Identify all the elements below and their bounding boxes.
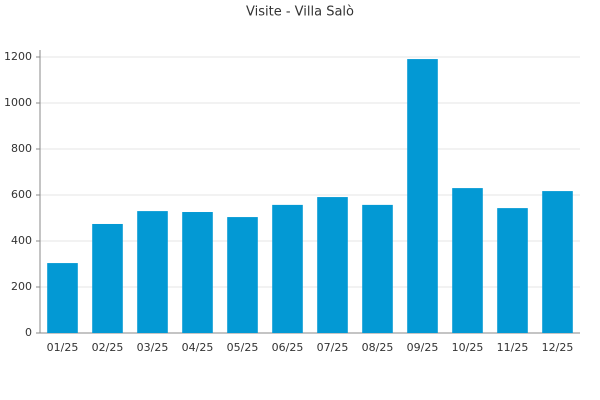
x-tick-label: 11/25 bbox=[497, 341, 529, 354]
bar bbox=[362, 204, 393, 333]
bar bbox=[452, 188, 483, 333]
y-tick-label: 0 bbox=[25, 326, 32, 339]
bar bbox=[407, 59, 438, 333]
x-tick-label: 03/25 bbox=[137, 341, 169, 354]
x-tick-label: 01/25 bbox=[47, 341, 79, 354]
bar bbox=[497, 208, 528, 333]
bar bbox=[92, 223, 123, 333]
y-tick-label: 800 bbox=[11, 142, 32, 155]
x-tick-label: 07/25 bbox=[317, 341, 349, 354]
x-tick-label: 05/25 bbox=[227, 341, 259, 354]
x-tick-label: 04/25 bbox=[182, 341, 214, 354]
chart-title: Visite - Villa Salò bbox=[246, 5, 354, 20]
bar bbox=[317, 197, 348, 333]
bar bbox=[227, 217, 258, 333]
x-tick-label: 06/25 bbox=[272, 341, 304, 354]
y-tick-label: 400 bbox=[11, 234, 32, 247]
bar bbox=[542, 191, 573, 333]
x-tick-label: 08/25 bbox=[362, 341, 394, 354]
y-tick-label: 1200 bbox=[4, 50, 32, 63]
x-tick-label: 02/25 bbox=[92, 341, 124, 354]
bar bbox=[47, 263, 78, 333]
x-tick-label: 12/25 bbox=[542, 341, 574, 354]
bar bbox=[182, 212, 213, 333]
x-tick-label: 09/25 bbox=[407, 341, 439, 354]
x-tick-label: 10/25 bbox=[452, 341, 484, 354]
y-tick-label: 600 bbox=[11, 188, 32, 201]
y-tick-label: 1000 bbox=[4, 96, 32, 109]
bar bbox=[137, 211, 168, 333]
bar bbox=[272, 204, 303, 333]
y-tick-label: 200 bbox=[11, 280, 32, 293]
